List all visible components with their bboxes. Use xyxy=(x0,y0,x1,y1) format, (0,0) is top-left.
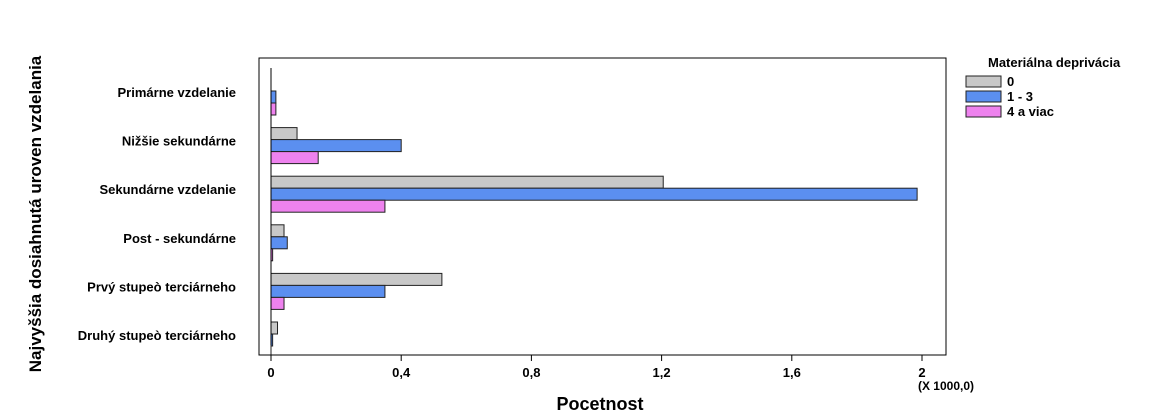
bar-1-0 xyxy=(270,127,298,141)
bar-1-2 xyxy=(270,151,319,165)
legend-swatch-0 xyxy=(965,75,1002,88)
category-label-1: Nižšie sekundárne xyxy=(122,134,236,149)
category-label-0: Primárne vzdelanie xyxy=(118,85,237,100)
bar-3-0 xyxy=(270,224,285,238)
bar-3-1 xyxy=(270,236,288,250)
bar-2-2 xyxy=(270,199,386,213)
legend-label-0: 0 xyxy=(1007,74,1014,89)
category-label-5: Druhý stupeò terciárneho xyxy=(78,328,236,343)
bar-2-1 xyxy=(270,187,918,201)
x-tick-label-2: 0,8 xyxy=(522,365,540,380)
legend-label-2: 4 a viac xyxy=(1007,104,1054,119)
legend-swatch-2 xyxy=(965,105,1002,118)
legend-label-1: 1 - 3 xyxy=(1007,89,1033,104)
bar-0-1 xyxy=(270,90,277,104)
x-tick-label-1: 0,4 xyxy=(392,365,411,380)
legend-swatch-1 xyxy=(965,90,1002,103)
x-multiplier-label: (X 1000,0) xyxy=(918,379,974,393)
x-tick-label-3: 1,2 xyxy=(653,365,671,380)
bar-0-2 xyxy=(270,102,277,116)
legend-title: Materiálna deprivácia xyxy=(988,55,1121,70)
bar-4-1 xyxy=(270,284,386,298)
category-label-2: Sekundárne vzdelanie xyxy=(99,182,236,197)
x-axis-title: Pocetnost xyxy=(556,394,643,414)
y-axis-title: Najvyššia dosiahnutá uroven vzdelania xyxy=(26,55,45,372)
plot-frame xyxy=(258,57,947,356)
bar-1-1 xyxy=(270,139,402,153)
bar-2-0 xyxy=(270,175,664,189)
x-tick-label-4: 1,6 xyxy=(783,365,801,380)
bar-5-0 xyxy=(270,321,279,335)
category-label-3: Post - sekundárne xyxy=(123,231,236,246)
category-label-4: Prvý stupeò terciárneho xyxy=(87,279,236,294)
bar-4-2 xyxy=(270,296,285,310)
x-tick-label-0: 0 xyxy=(267,365,274,380)
bar-4-0 xyxy=(270,272,443,286)
x-tick-label-5: 2 xyxy=(918,365,925,380)
